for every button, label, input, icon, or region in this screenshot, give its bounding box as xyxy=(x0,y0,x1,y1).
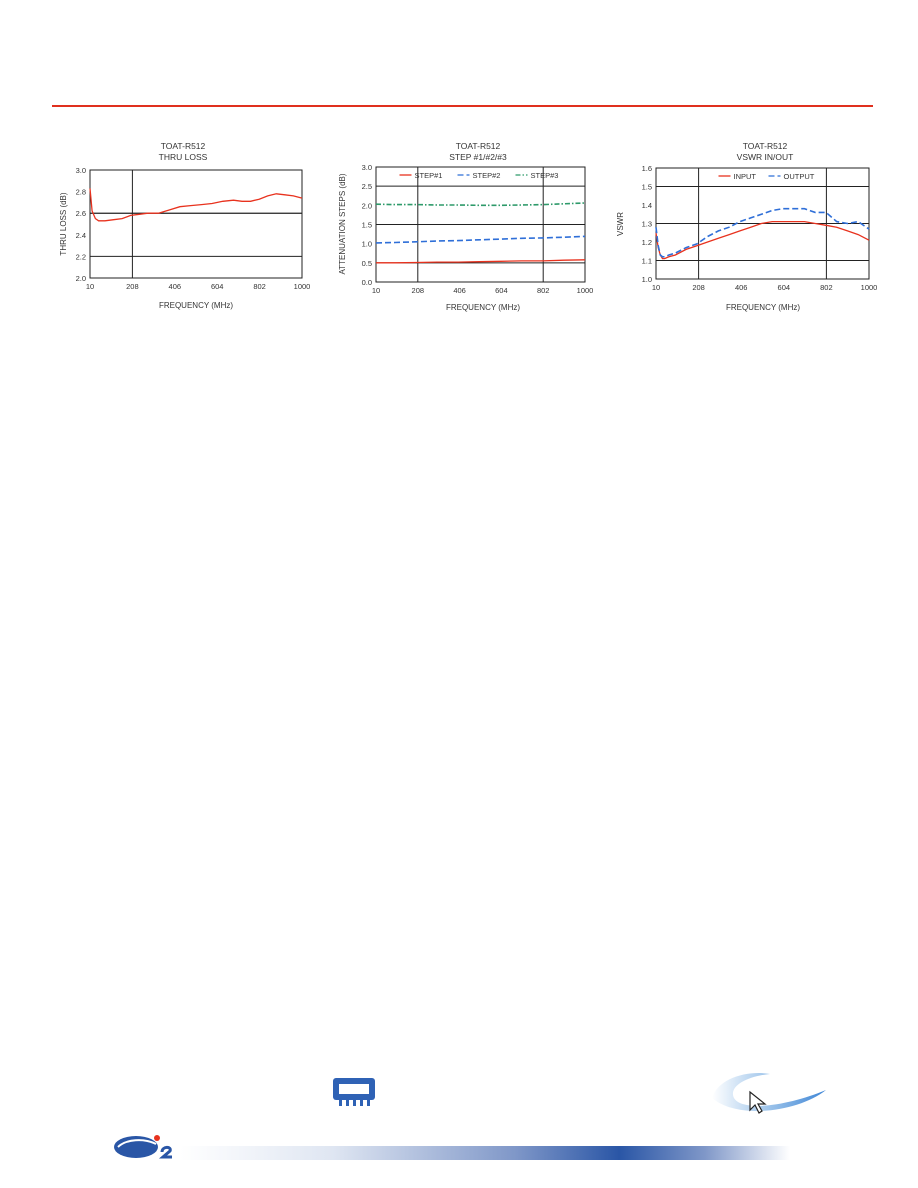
y-axis-label-text: ATTENUATION STEPS (dB) xyxy=(338,173,347,274)
y-tick-label: 1.6 xyxy=(642,164,652,173)
legend-label: INPUT xyxy=(734,172,757,181)
chart-title: TOAT-R512 xyxy=(743,141,788,151)
y-tick-label: 2.5 xyxy=(362,182,372,191)
legend: STEP#1 STEP#2 STEP#3 xyxy=(399,171,559,180)
x-tick-label: 406 xyxy=(453,286,466,295)
x-axis-label: FREQUENCY (MHz) xyxy=(159,301,233,310)
y-tick-label: 1.3 xyxy=(642,220,652,229)
plot-grid xyxy=(375,166,586,283)
x-tick-label: 604 xyxy=(211,282,224,291)
legend-label: STEP#3 xyxy=(531,171,559,180)
y-axis-label: VSWR xyxy=(616,212,625,236)
series-line-step-1 xyxy=(376,259,586,264)
x-tick-label: 1000 xyxy=(294,282,311,291)
x-tick-label: 604 xyxy=(495,286,508,295)
chip-icon xyxy=(333,1078,375,1106)
x-tick-label: 208 xyxy=(692,283,705,292)
y-tick-label: 3.0 xyxy=(76,166,86,175)
chart-subtitle: THRU LOSS xyxy=(159,152,208,162)
plot-grid xyxy=(89,169,303,279)
x-tick-label: 802 xyxy=(820,283,833,292)
chart-subtitle: STEP #1/#2/#3 xyxy=(449,152,507,162)
tick-labels: 1.0 1.1 1.2 1.3 1.4 1.5 1.6 10 208 406 604 802 1000 xyxy=(642,164,878,292)
series-layer xyxy=(89,188,303,222)
series-layer xyxy=(375,202,586,264)
series-line-0 xyxy=(89,188,303,222)
x-tick-label: 10 xyxy=(86,282,94,291)
tick-labels: 2.0 2.2 2.4 2.6 2.8 3.0 10 208 406 604 802 1000 xyxy=(76,166,311,291)
x-tick-label: 406 xyxy=(169,282,182,291)
company-logo xyxy=(114,1135,172,1159)
x-tick-label: 1000 xyxy=(577,286,594,295)
y-tick-label: 1.4 xyxy=(642,201,652,210)
y-tick-label: 1.5 xyxy=(362,221,372,230)
series-layer xyxy=(655,207,870,260)
chart-subtitle: VSWR IN/OUT xyxy=(737,152,794,162)
x-tick-label: 604 xyxy=(778,283,791,292)
attenuation-steps-chart: TOAT-R512 STEP #1/#2/#3 STEP#1 STEP#2 STEP… xyxy=(338,141,594,312)
x-axis-label: FREQUENCY (MHz) xyxy=(446,303,520,312)
y-axis-label: ATTENUATION STEPS (dB) xyxy=(338,173,347,274)
header-rule xyxy=(52,105,873,107)
y-tick-label: 1.1 xyxy=(642,257,652,266)
x-tick-label: 406 xyxy=(735,283,748,292)
legend: INPUT OUTPUT xyxy=(718,172,815,181)
x-tick-label: 10 xyxy=(372,286,380,295)
series-line-input xyxy=(655,220,870,260)
y-tick-label: 2.0 xyxy=(76,274,86,283)
y-tick-label: 1.0 xyxy=(642,275,652,284)
plot-frame xyxy=(89,169,303,279)
x-tick-label: 1000 xyxy=(861,283,878,292)
y-tick-label: 2.2 xyxy=(76,252,86,261)
y-tick-label: 2.8 xyxy=(76,188,86,197)
y-tick-label: 2.0 xyxy=(362,201,372,210)
y-tick-label: 2.4 xyxy=(76,231,86,240)
tick-labels: 0.0 0.5 1.0 1.5 2.0 2.5 3.0 10 208 406 604 802 1000 xyxy=(362,163,594,295)
x-tick-label: 208 xyxy=(412,286,425,295)
y-axis-label: THRU LOSS (dB) xyxy=(59,192,68,255)
y-tick-label: 1.0 xyxy=(362,240,372,249)
chart-title: TOAT-R512 xyxy=(456,141,501,151)
y-tick-label: 1.2 xyxy=(642,238,652,247)
y-tick-label: 2.6 xyxy=(76,209,86,218)
x-tick-label: 802 xyxy=(253,282,266,291)
x-axis-label: FREQUENCY (MHz) xyxy=(726,303,800,312)
legend-label: STEP#2 xyxy=(473,171,501,180)
legend-label: OUTPUT xyxy=(784,172,815,181)
y-tick-label: 1.5 xyxy=(642,183,652,192)
thru-loss-chart: TOAT-R512 THRU LOSS 2.0 2.2 2.4 2.6 2.8 3.0 10… xyxy=(59,141,311,310)
series-line-step-3 xyxy=(375,202,586,207)
x-tick-label: 10 xyxy=(652,283,660,292)
legend-label: STEP#1 xyxy=(415,171,443,180)
y-tick-label: 0.0 xyxy=(362,278,372,287)
y-tick-label: 0.5 xyxy=(362,259,372,268)
chart-title: TOAT-R512 xyxy=(161,141,206,151)
vswr-chart: TOAT-R512 VSWR IN/OUT INPUT OUTPUT 1.0 1.1… xyxy=(616,141,878,312)
footer-gradient-bar xyxy=(180,1146,790,1160)
x-tick-label: 208 xyxy=(126,282,139,291)
series-line-step-2 xyxy=(375,235,586,244)
series-line-output xyxy=(655,207,870,258)
x-tick-label: 802 xyxy=(537,286,550,295)
swoosh-cursor-icon xyxy=(712,1073,826,1114)
y-tick-label: 3.0 xyxy=(362,163,372,172)
